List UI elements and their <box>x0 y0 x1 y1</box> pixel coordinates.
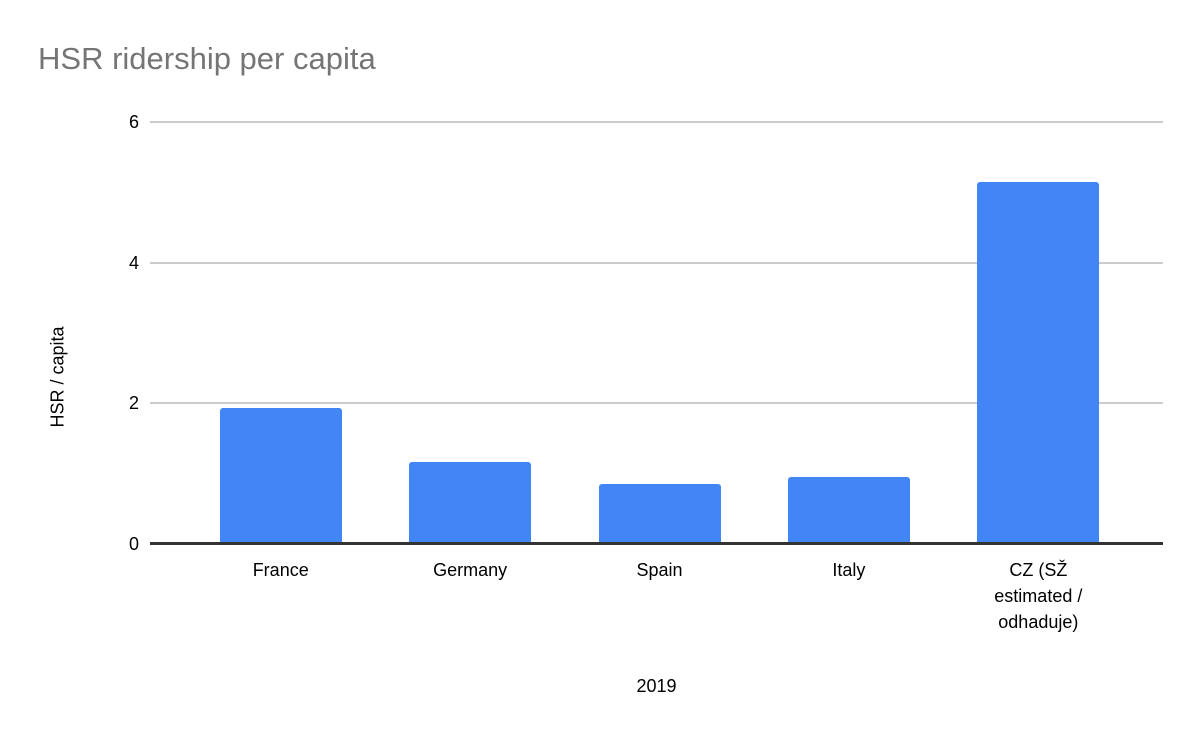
x-label-2: Spain <box>565 557 754 635</box>
chart-title: HSR ridership per capita <box>38 41 376 76</box>
x-axis-title: 2019 <box>636 676 677 696</box>
bar-Germany <box>409 462 532 544</box>
gridline-4 <box>150 261 1163 264</box>
x-label-0: France <box>186 557 375 635</box>
y-tick-label-6: 6 <box>128 112 139 132</box>
y-tick-label-0: 0 <box>128 534 139 554</box>
bar-band-4 <box>944 122 1133 544</box>
x-label-text: Germany <box>433 560 508 580</box>
bars-layer <box>186 122 1133 544</box>
y-tick-label-2: 2 <box>128 393 139 414</box>
bar-CZ (SŽ estimated / odhaduje) <box>977 181 1100 544</box>
bar-Spain <box>598 484 721 544</box>
x-axis-labels: France Germany Spain Italy CZ (SŽ estimated … <box>186 557 1133 635</box>
x-label-1: Germany <box>375 557 564 635</box>
bar-band-3 <box>754 122 943 544</box>
bar-Italy <box>787 477 910 544</box>
x-label-4: CZ (SŽ estimated / odhaduje) <box>944 557 1133 635</box>
gridline-6 <box>150 121 1163 123</box>
x-label-text: France <box>252 560 309 580</box>
bar-band-1 <box>375 122 564 544</box>
x-axis-line <box>150 542 1163 545</box>
y-tick-label-4: 4 <box>128 252 139 273</box>
x-label-text: Italy <box>832 560 866 580</box>
plot-area: 0 2 4 6 <box>129 112 1163 554</box>
gridline-2 <box>150 402 1163 405</box>
x-label-3: Italy <box>754 557 943 635</box>
bar-band-2 <box>565 122 754 544</box>
x-label-text: CZ (SŽ estimated / odhaduje) <box>994 560 1083 632</box>
x-label-text: Spain <box>636 560 683 580</box>
y-axis-title: HSR / capita <box>47 326 68 428</box>
bar-band-0 <box>186 122 375 544</box>
bar-France <box>219 408 342 544</box>
